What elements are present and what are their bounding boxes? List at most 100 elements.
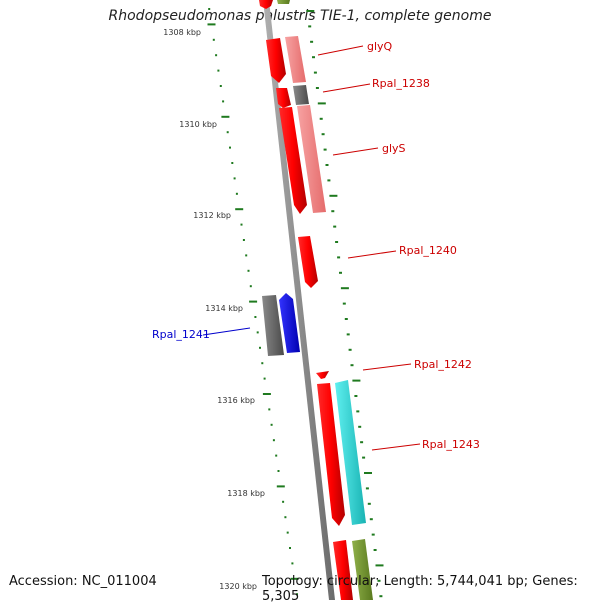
- scale-tick-minor: [270, 423, 273, 426]
- scale-tick-major: [262, 393, 271, 395]
- gene-glyQ: [285, 36, 306, 83]
- accession-text: Accession: NC_011004: [9, 574, 157, 589]
- gene-glyS: [297, 105, 326, 213]
- cds-glyS: [279, 107, 307, 214]
- scale-tick-minor: [344, 318, 348, 320]
- connector-Rpal_1238: [322, 83, 371, 93]
- scale-tick-minor: [286, 531, 289, 534]
- scale-tick-minor: [337, 256, 341, 259]
- gene-Rpal_1243: [335, 380, 366, 525]
- scale-tick-minor: [272, 439, 275, 442]
- gene-labels: glyQ Rpal_1238 glyS Rpal_1240 Rpal_1241 …: [152, 40, 480, 451]
- scale-tick-minor: [249, 285, 252, 288]
- scale-tick-minor: [212, 38, 215, 41]
- feature-partial-top-olive: [277, 0, 290, 4]
- scale-tick-minor: [348, 348, 352, 351]
- scale-tick-minor: [235, 192, 238, 195]
- kbp-label-1310: 1310 kbp: [179, 120, 217, 129]
- scale-tick-major: [276, 485, 285, 488]
- kbp-label-1308: 1308 kbp: [163, 28, 201, 37]
- scale-tick-minor: [268, 408, 271, 411]
- cds-Rpal_1242: [316, 371, 329, 379]
- scale-tick-minor: [215, 54, 218, 57]
- scale-tick-minor: [346, 333, 350, 336]
- connector-glyQ: [317, 45, 364, 56]
- scale-tick-minor: [289, 547, 291, 549]
- scale-tick-minor: [229, 146, 231, 149]
- scale-tick-minor: [371, 533, 375, 536]
- scale-tick-major: [375, 564, 384, 567]
- kbp-label-1318: 1318 kbp: [227, 489, 265, 498]
- scale-tick-major: [290, 577, 299, 580]
- kbp-label-1320: 1320 kbp: [219, 582, 257, 591]
- scale-tick-minor: [356, 410, 360, 413]
- scale-tick-minor: [319, 117, 323, 120]
- scale-tick-minor: [342, 302, 346, 305]
- scale-tick-minor: [240, 223, 243, 226]
- gene-Rpal_1238: [293, 85, 309, 105]
- label-Rpal_1243[interactable]: Rpal_1243: [422, 438, 480, 451]
- genome-backbone: [263, 0, 335, 600]
- scale-tick-minor: [354, 395, 358, 397]
- scale-tick-major: [317, 102, 326, 105]
- connector-Rpal_1243: [371, 443, 421, 451]
- scale-tick-minor: [296, 593, 298, 596]
- scale-tick-minor: [282, 500, 285, 503]
- scale-tick-minor: [263, 377, 266, 380]
- scale-tick-minor: [315, 87, 319, 89]
- label-glyQ[interactable]: glyQ: [367, 40, 393, 53]
- scale-tick-minor: [365, 487, 369, 490]
- label-Rpal_1240[interactable]: Rpal_1240: [399, 244, 457, 257]
- scale-tick-minor: [208, 8, 211, 10]
- scale-tick-minor: [233, 177, 236, 180]
- gene-bottom-olive: [352, 539, 373, 600]
- scale-tick-minor: [339, 271, 342, 274]
- scale-tick-minor: [247, 269, 250, 272]
- scale-tick-minor: [259, 346, 261, 349]
- scale-tick-minor: [261, 362, 264, 365]
- scale-tick-minor: [377, 579, 381, 582]
- scale-tick-minor: [222, 100, 225, 103]
- label-Rpal_1241[interactable]: Rpal_1241: [152, 328, 210, 341]
- scale-tick-minor: [245, 254, 248, 257]
- scale-tick-minor: [325, 164, 329, 166]
- connector-Rpal_1240: [347, 250, 397, 259]
- scale-tick-major: [207, 23, 216, 26]
- label-Rpal_1242[interactable]: Rpal_1242: [414, 358, 472, 371]
- scale-tick-minor: [277, 470, 280, 472]
- scale-tick-minor: [219, 85, 222, 87]
- cds-Rpal_1241: [279, 293, 300, 353]
- scale-tick-major: [221, 115, 230, 118]
- scale-tick-minor: [369, 518, 373, 521]
- scale-tick-minor: [358, 425, 362, 428]
- cds-Rpal_1240: [298, 236, 318, 288]
- map-title: Rhodopseudomonas palustris TIE-1, comple…: [108, 8, 492, 24]
- scale-tick-minor: [217, 69, 220, 72]
- scale-tick-minor: [313, 71, 317, 74]
- scale-tick-minor: [350, 364, 354, 367]
- cds-bottom-red: [333, 540, 353, 600]
- scale-tick-minor: [308, 25, 312, 28]
- scale-tick-major: [364, 472, 372, 474]
- scale-ticks: [207, 8, 384, 598]
- gene-Rpal_1241: [262, 295, 284, 356]
- scale-tick-major: [249, 300, 258, 303]
- scale-tick-major: [306, 10, 315, 12]
- scale-tick-minor: [226, 131, 229, 134]
- scale-tick-major: [235, 208, 244, 211]
- scale-labels: 1308 kbp 1310 kbp 1312 kbp 1314 kbp 1316…: [163, 28, 265, 591]
- scale-tick-minor: [335, 241, 339, 243]
- scale-tick-major: [340, 287, 349, 290]
- label-Rpal_1238[interactable]: Rpal_1238: [372, 77, 430, 90]
- scale-tick-minor: [323, 148, 327, 151]
- scale-tick-minor: [256, 331, 259, 334]
- scale-tick-minor: [373, 549, 377, 551]
- cds-Rpal_1243: [317, 383, 345, 526]
- connector-glyS: [332, 147, 379, 156]
- scale-tick-minor: [367, 502, 371, 505]
- scale-tick-minor: [231, 162, 234, 164]
- scale-tick-minor: [310, 40, 314, 43]
- label-glyS[interactable]: glyS: [382, 142, 406, 155]
- cds-Rpal_1238: [276, 88, 291, 108]
